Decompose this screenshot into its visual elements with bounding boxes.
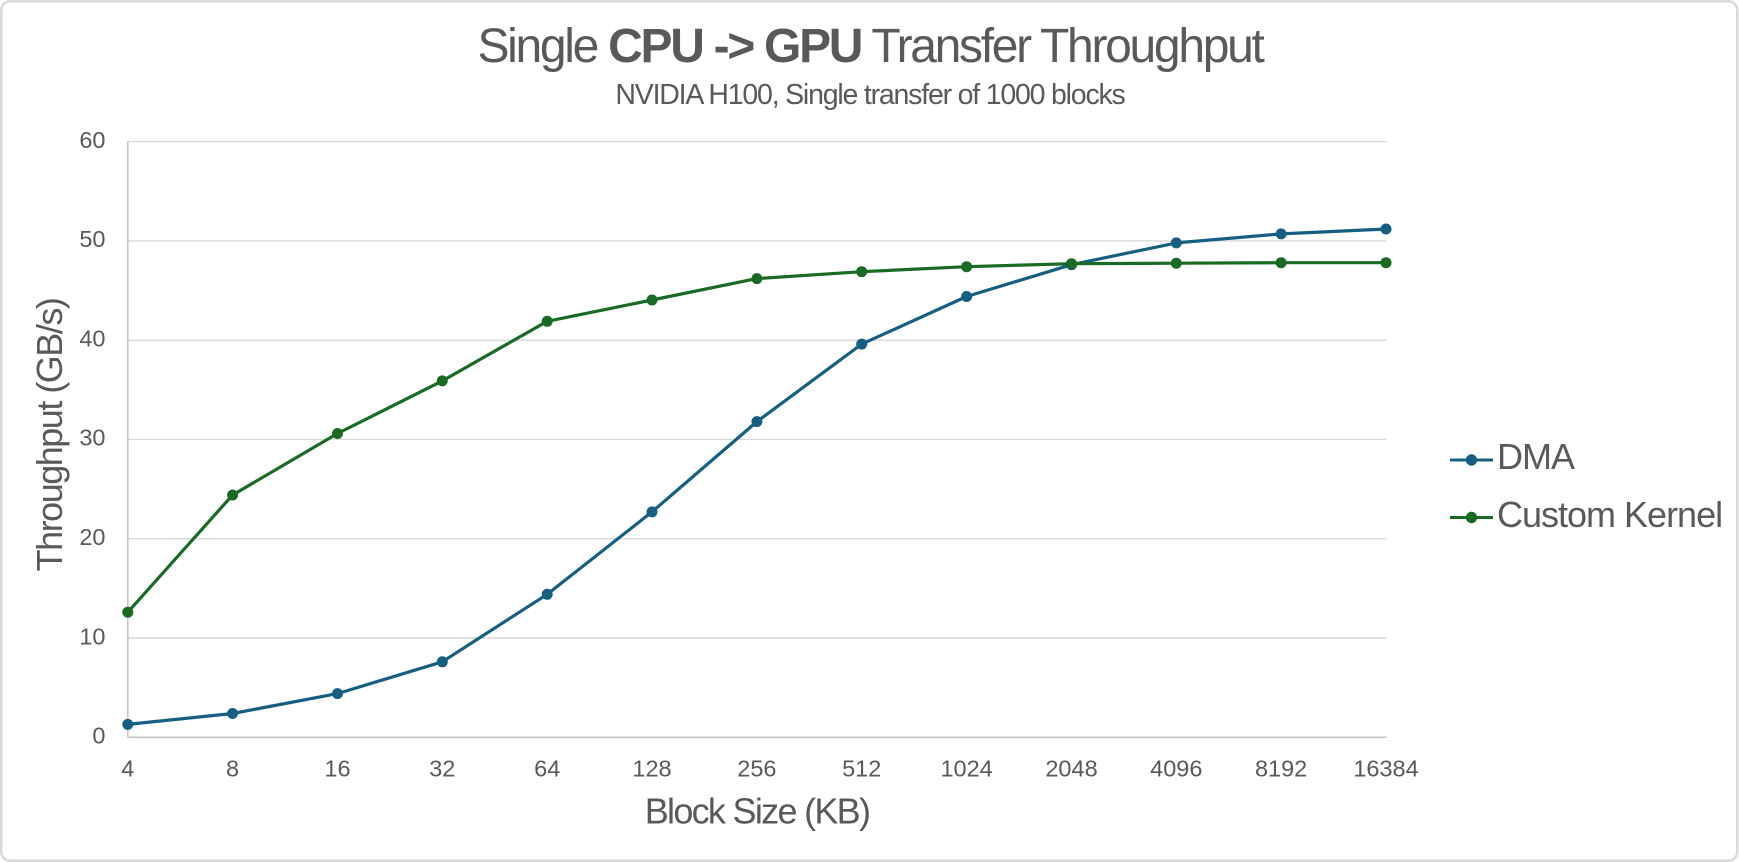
svg-text:16384: 16384 — [1353, 756, 1418, 782]
svg-text:NVIDIA H100, Single transfer o: NVIDIA H100, Single transfer of 1000 blo… — [615, 79, 1125, 111]
svg-text:4: 4 — [121, 756, 134, 782]
svg-text:20: 20 — [79, 524, 105, 550]
svg-text:8192: 8192 — [1255, 756, 1307, 782]
svg-text:Single CPU -> GPU Transfer Thr: Single CPU -> GPU Transfer Throughput — [477, 20, 1264, 73]
svg-text:50: 50 — [79, 226, 105, 252]
svg-text:10: 10 — [79, 623, 105, 649]
svg-text:128: 128 — [632, 756, 671, 782]
svg-text:Block Size (KB): Block Size (KB) — [645, 791, 870, 832]
svg-text:256: 256 — [737, 756, 776, 782]
svg-text:512: 512 — [842, 756, 881, 782]
svg-text:30: 30 — [79, 425, 105, 451]
svg-text:Throughput (GB/s): Throughput (GB/s) — [29, 299, 70, 572]
svg-text:4096: 4096 — [1150, 756, 1202, 782]
svg-text:1024: 1024 — [940, 756, 992, 782]
svg-text:32: 32 — [429, 756, 455, 782]
svg-text:64: 64 — [534, 756, 560, 782]
svg-text:0: 0 — [92, 723, 105, 749]
svg-text:DMA: DMA — [1497, 436, 1575, 477]
svg-text:60: 60 — [79, 127, 105, 153]
svg-text:Custom Kernel: Custom Kernel — [1497, 494, 1722, 535]
svg-text:40: 40 — [79, 326, 105, 352]
svg-text:16: 16 — [324, 756, 350, 782]
svg-text:2048: 2048 — [1045, 756, 1097, 782]
svg-text:8: 8 — [226, 756, 239, 782]
